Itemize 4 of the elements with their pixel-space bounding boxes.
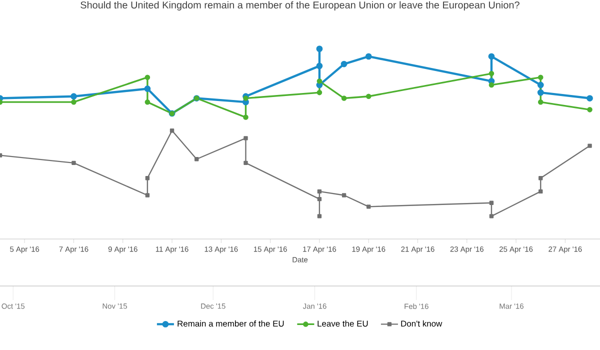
chart-title: Should the United Kingdom remain a member of the European Union or leave the European Union?	[80, 1, 520, 10]
legend-label: Don't know	[401, 320, 442, 327]
legend-label: Leave the EU	[318, 320, 368, 327]
legend-label: Remain a member of the EU	[178, 320, 284, 327]
